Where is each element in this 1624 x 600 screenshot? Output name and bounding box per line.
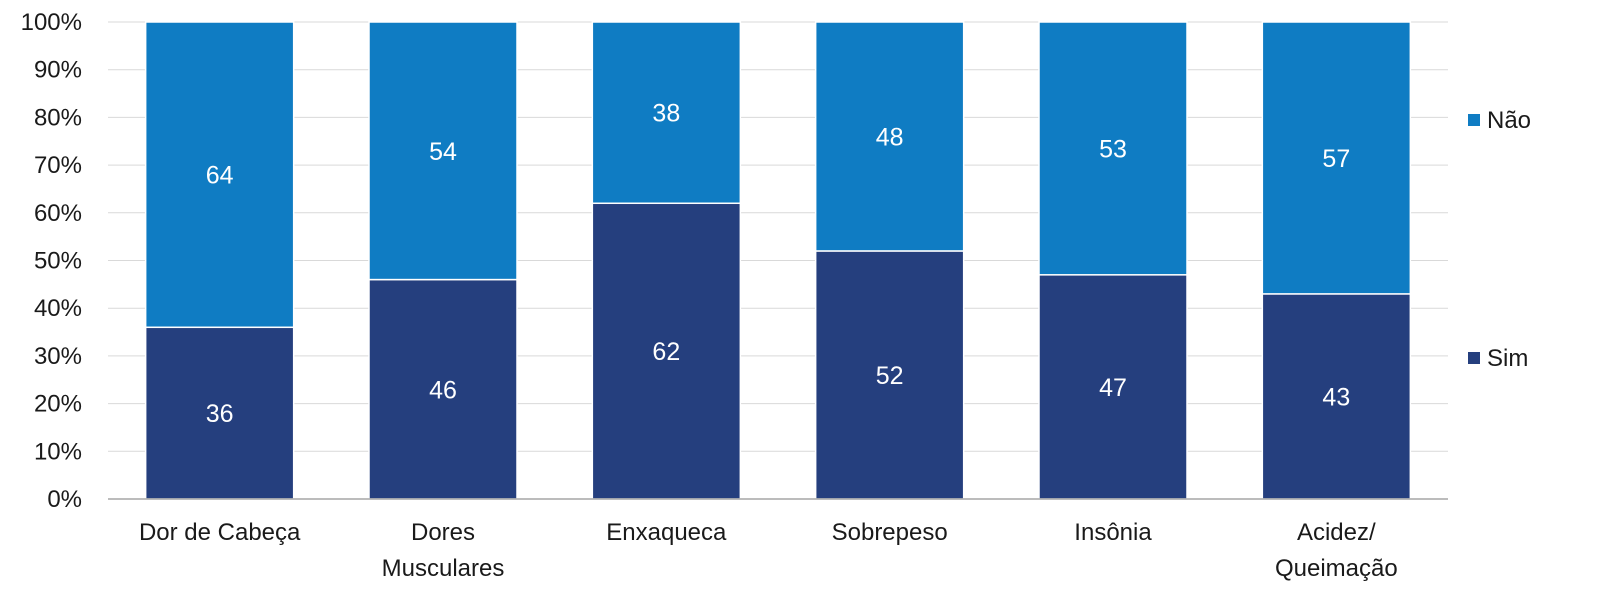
- bar-segment-nao: [1261, 21, 1412, 295]
- y-tick-label: 70%: [34, 152, 82, 179]
- y-axis-tick-labels: 0% 10% 20% 30% 40% 50% 60% 70% 80% 90% 100%: [21, 9, 82, 513]
- bar-segment-nao: [144, 21, 295, 329]
- y-tick-label: 90%: [34, 57, 82, 84]
- bar-segment-nao: [1038, 21, 1188, 276]
- x-category-label: Acidez/Queimação: [1275, 519, 1398, 582]
- x-category-label: Enxaqueca: [606, 519, 727, 546]
- bar-segment-sim: [1261, 293, 1412, 500]
- x-category-label: Dores Musculares: [382, 519, 505, 582]
- y-tick-label: 50%: [34, 248, 82, 275]
- data-label: 53: [1099, 135, 1127, 163]
- legend-swatch: [1468, 352, 1480, 364]
- x-category-label: Dor de Cabeça: [139, 519, 301, 546]
- y-tick-label: 10%: [34, 438, 82, 465]
- data-label: 62: [652, 338, 680, 366]
- data-label: 54: [429, 138, 457, 166]
- y-tick-label: 80%: [34, 104, 82, 131]
- data-label: 47: [1099, 374, 1127, 402]
- data-label: 43: [1322, 383, 1350, 411]
- data-label: 46: [429, 376, 457, 404]
- legend-label: Sim: [1487, 345, 1528, 372]
- x-category-label: Sobrepeso: [832, 519, 948, 546]
- x-axis-category-labels: Dor de Cabeça Dores Musculares Enxaqueca Sob…: [139, 519, 1398, 582]
- gridlines: [108, 21, 1448, 452]
- data-labels: 36 64 46 54 62 38 52 48 47 53 43 57: [206, 100, 1350, 429]
- y-tick-label: 40%: [34, 295, 82, 322]
- bars: [144, 21, 1412, 500]
- bar-segment-sim: [591, 202, 742, 500]
- x-category-label: Insônia: [1074, 519, 1152, 546]
- data-label: 38: [652, 100, 680, 128]
- legend-swatch: [1468, 114, 1480, 126]
- data-label: 64: [206, 162, 234, 190]
- bar-segment-sim: [814, 250, 965, 500]
- bar-segment-nao: [368, 21, 518, 281]
- y-tick-label: 60%: [34, 200, 82, 227]
- data-label: 48: [876, 123, 904, 151]
- bar-segment-nao: [814, 21, 965, 252]
- y-tick-label: 100%: [21, 9, 82, 36]
- data-label: 52: [876, 362, 904, 390]
- bar-segment-sim: [1038, 274, 1188, 500]
- y-tick-label: 20%: [34, 391, 82, 418]
- bar-segment-nao: [591, 21, 742, 205]
- data-label: 36: [206, 400, 234, 428]
- legend-label: Não: [1487, 107, 1531, 134]
- legend: Não Sim: [1468, 107, 1531, 372]
- data-label: 57: [1322, 145, 1350, 173]
- y-tick-label: 0%: [47, 486, 82, 513]
- y-tick-label: 30%: [34, 343, 82, 370]
